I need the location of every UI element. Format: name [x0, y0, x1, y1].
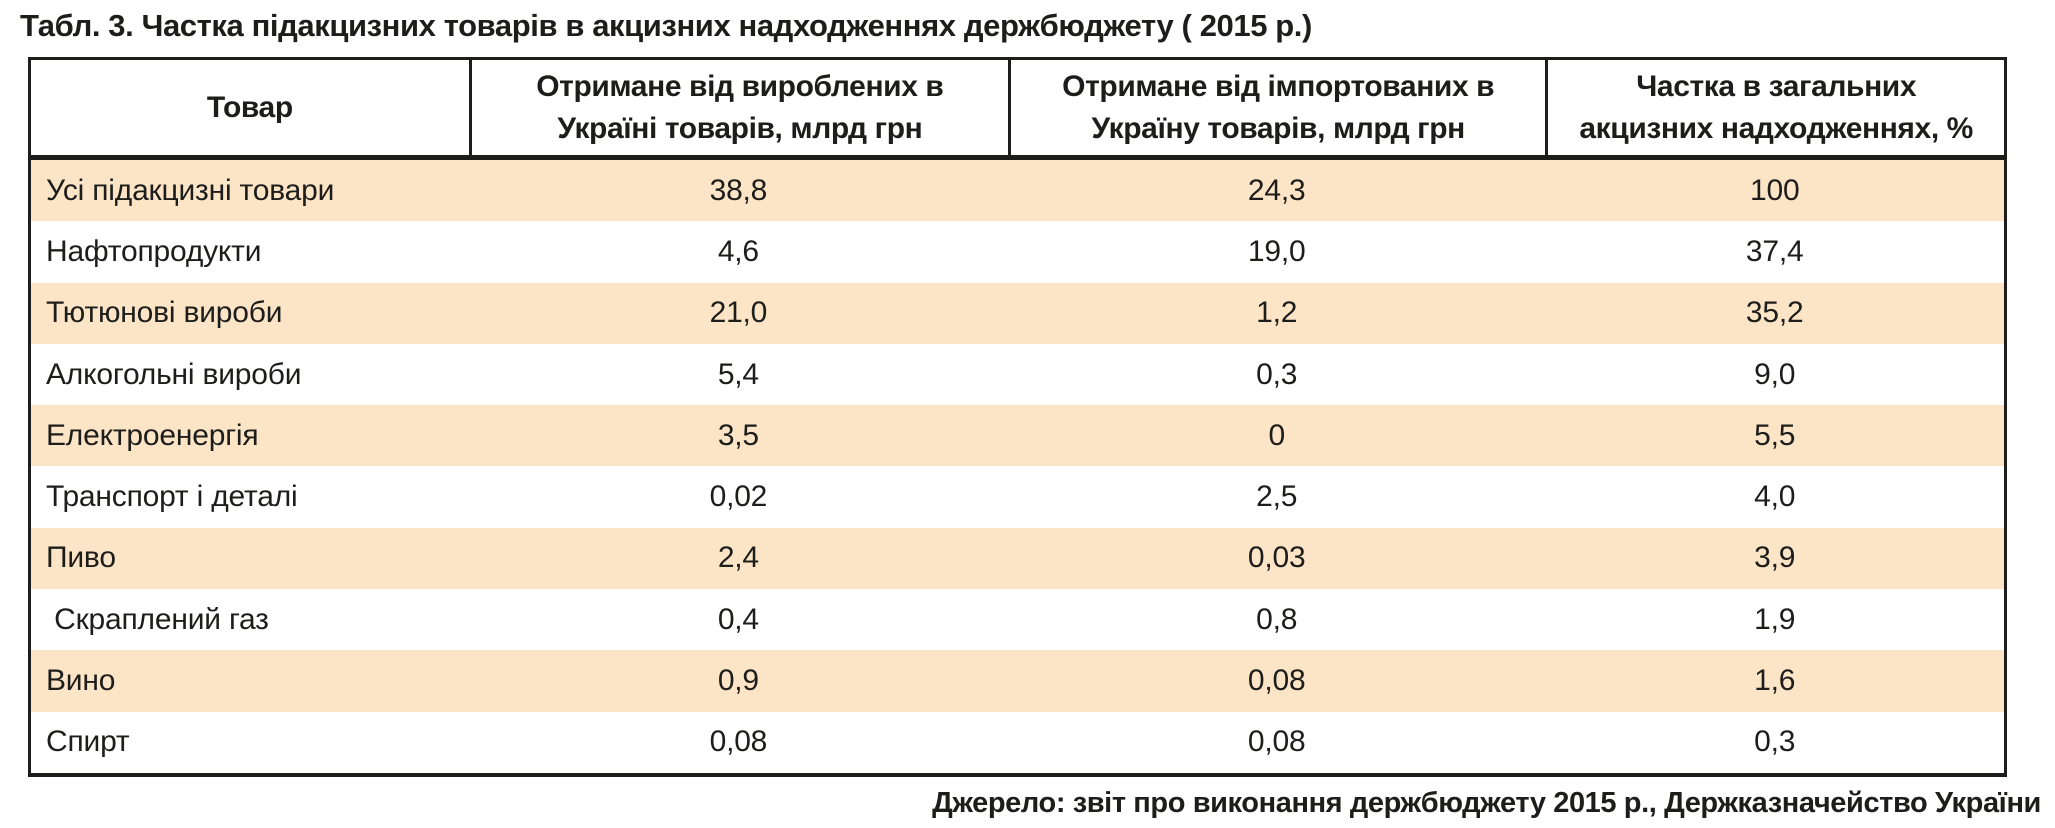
data-table: Товар Отримане від вироблених в Україні …: [28, 57, 2007, 777]
header-cell-share: Частка в загальних акцизних надходженнях…: [1545, 60, 2004, 155]
value-cell: 0,9: [717, 664, 759, 698]
source-note: Джерело: звіт про виконання держбюджету …: [932, 787, 2041, 819]
value-cell: 35,2: [1745, 296, 1804, 330]
value-cell: 0,8: [1256, 602, 1298, 636]
value-cell: 21,0: [709, 296, 768, 330]
value-cell: 37,4: [1745, 234, 1804, 268]
table-row: Вино 0,9 0,08 1,6: [31, 650, 2004, 712]
value-cell: 2,4: [717, 541, 759, 575]
value-cell: 1,6: [1754, 664, 1796, 698]
table-row: Нафтопродукти 4,6 19,0 37,4: [31, 221, 2004, 283]
product-cell: Тютюнові вироби: [46, 296, 283, 330]
product-cell: Пиво: [46, 541, 116, 575]
value-cell: 1,2: [1256, 296, 1298, 330]
value-cell: 0,3: [1256, 357, 1298, 391]
value-cell: 3,5: [717, 418, 759, 452]
page-title: Табл. 3. Частка підакцизних товарів в ак…: [20, 8, 1312, 43]
value-cell: 38,8: [709, 173, 768, 207]
table-row: Усі підакцизні товари 38,8 24,3 100: [31, 160, 2004, 222]
table-row: Транспорт і деталі 0,02 2,5 4,0: [31, 466, 2004, 528]
product-cell: Нафтопродукти: [46, 234, 262, 268]
value-cell: 100: [1749, 173, 1800, 207]
value-cell: 5,5: [1754, 418, 1796, 452]
value-cell: 0,08: [1247, 664, 1306, 698]
value-cell: 3,9: [1754, 541, 1796, 575]
table-row: Спирт 0,08 0,08 0,3: [31, 711, 2004, 773]
value-cell: 0: [1268, 418, 1285, 452]
value-cell: 19,0: [1247, 234, 1306, 268]
table-row: Електроенергія 3,5 0 5,5: [31, 405, 2004, 467]
header-cell-product: Товар: [206, 90, 293, 124]
value-cell: 0,3: [1754, 725, 1796, 759]
product-cell: Спирт: [46, 725, 130, 759]
product-cell: Усі підакцизні товари: [46, 173, 335, 207]
table-row: Пиво 2,4 0,03 3,9: [31, 527, 2004, 590]
value-cell: 9,0: [1754, 357, 1796, 391]
product-cell: Алкогольні вироби: [46, 357, 302, 391]
product-cell: Скраплений газ: [46, 602, 269, 636]
value-cell: 1,9: [1754, 602, 1796, 636]
table-row: Тютюнові вироби 21,0 1,2 35,2: [31, 282, 2004, 344]
value-cell: 4,0: [1754, 480, 1796, 514]
value-cell: 0,02: [709, 480, 768, 514]
product-cell: Електроенергія: [46, 418, 259, 452]
value-cell: 0,08: [709, 725, 768, 759]
table-row: Скраплений газ 0,4 0,8 1,9: [31, 589, 2004, 651]
value-cell: 24,3: [1247, 173, 1306, 207]
value-cell: 4,6: [717, 234, 759, 268]
table-body: Усі підакцизні товари 38,8 24,3 100 Нафт…: [28, 160, 2007, 777]
value-cell: 5,4: [717, 357, 759, 391]
header-cell-produced: Отримане від вироблених в Україні товарі…: [468, 60, 1008, 155]
value-cell: 2,5: [1256, 480, 1298, 514]
value-cell: 0,4: [717, 602, 759, 636]
table-row: Алкогольні вироби 5,4 0,3 9,0: [31, 343, 2004, 406]
header-cell-imported: Отримане від імпортованих в Україну това…: [1008, 60, 1545, 155]
value-cell: 0,03: [1247, 541, 1306, 575]
product-cell: Вино: [46, 664, 116, 698]
value-cell: 0,08: [1247, 725, 1306, 759]
table-header: Товар Отримане від вироблених в Україні …: [28, 57, 2007, 160]
product-cell: Транспорт і деталі: [46, 480, 298, 514]
